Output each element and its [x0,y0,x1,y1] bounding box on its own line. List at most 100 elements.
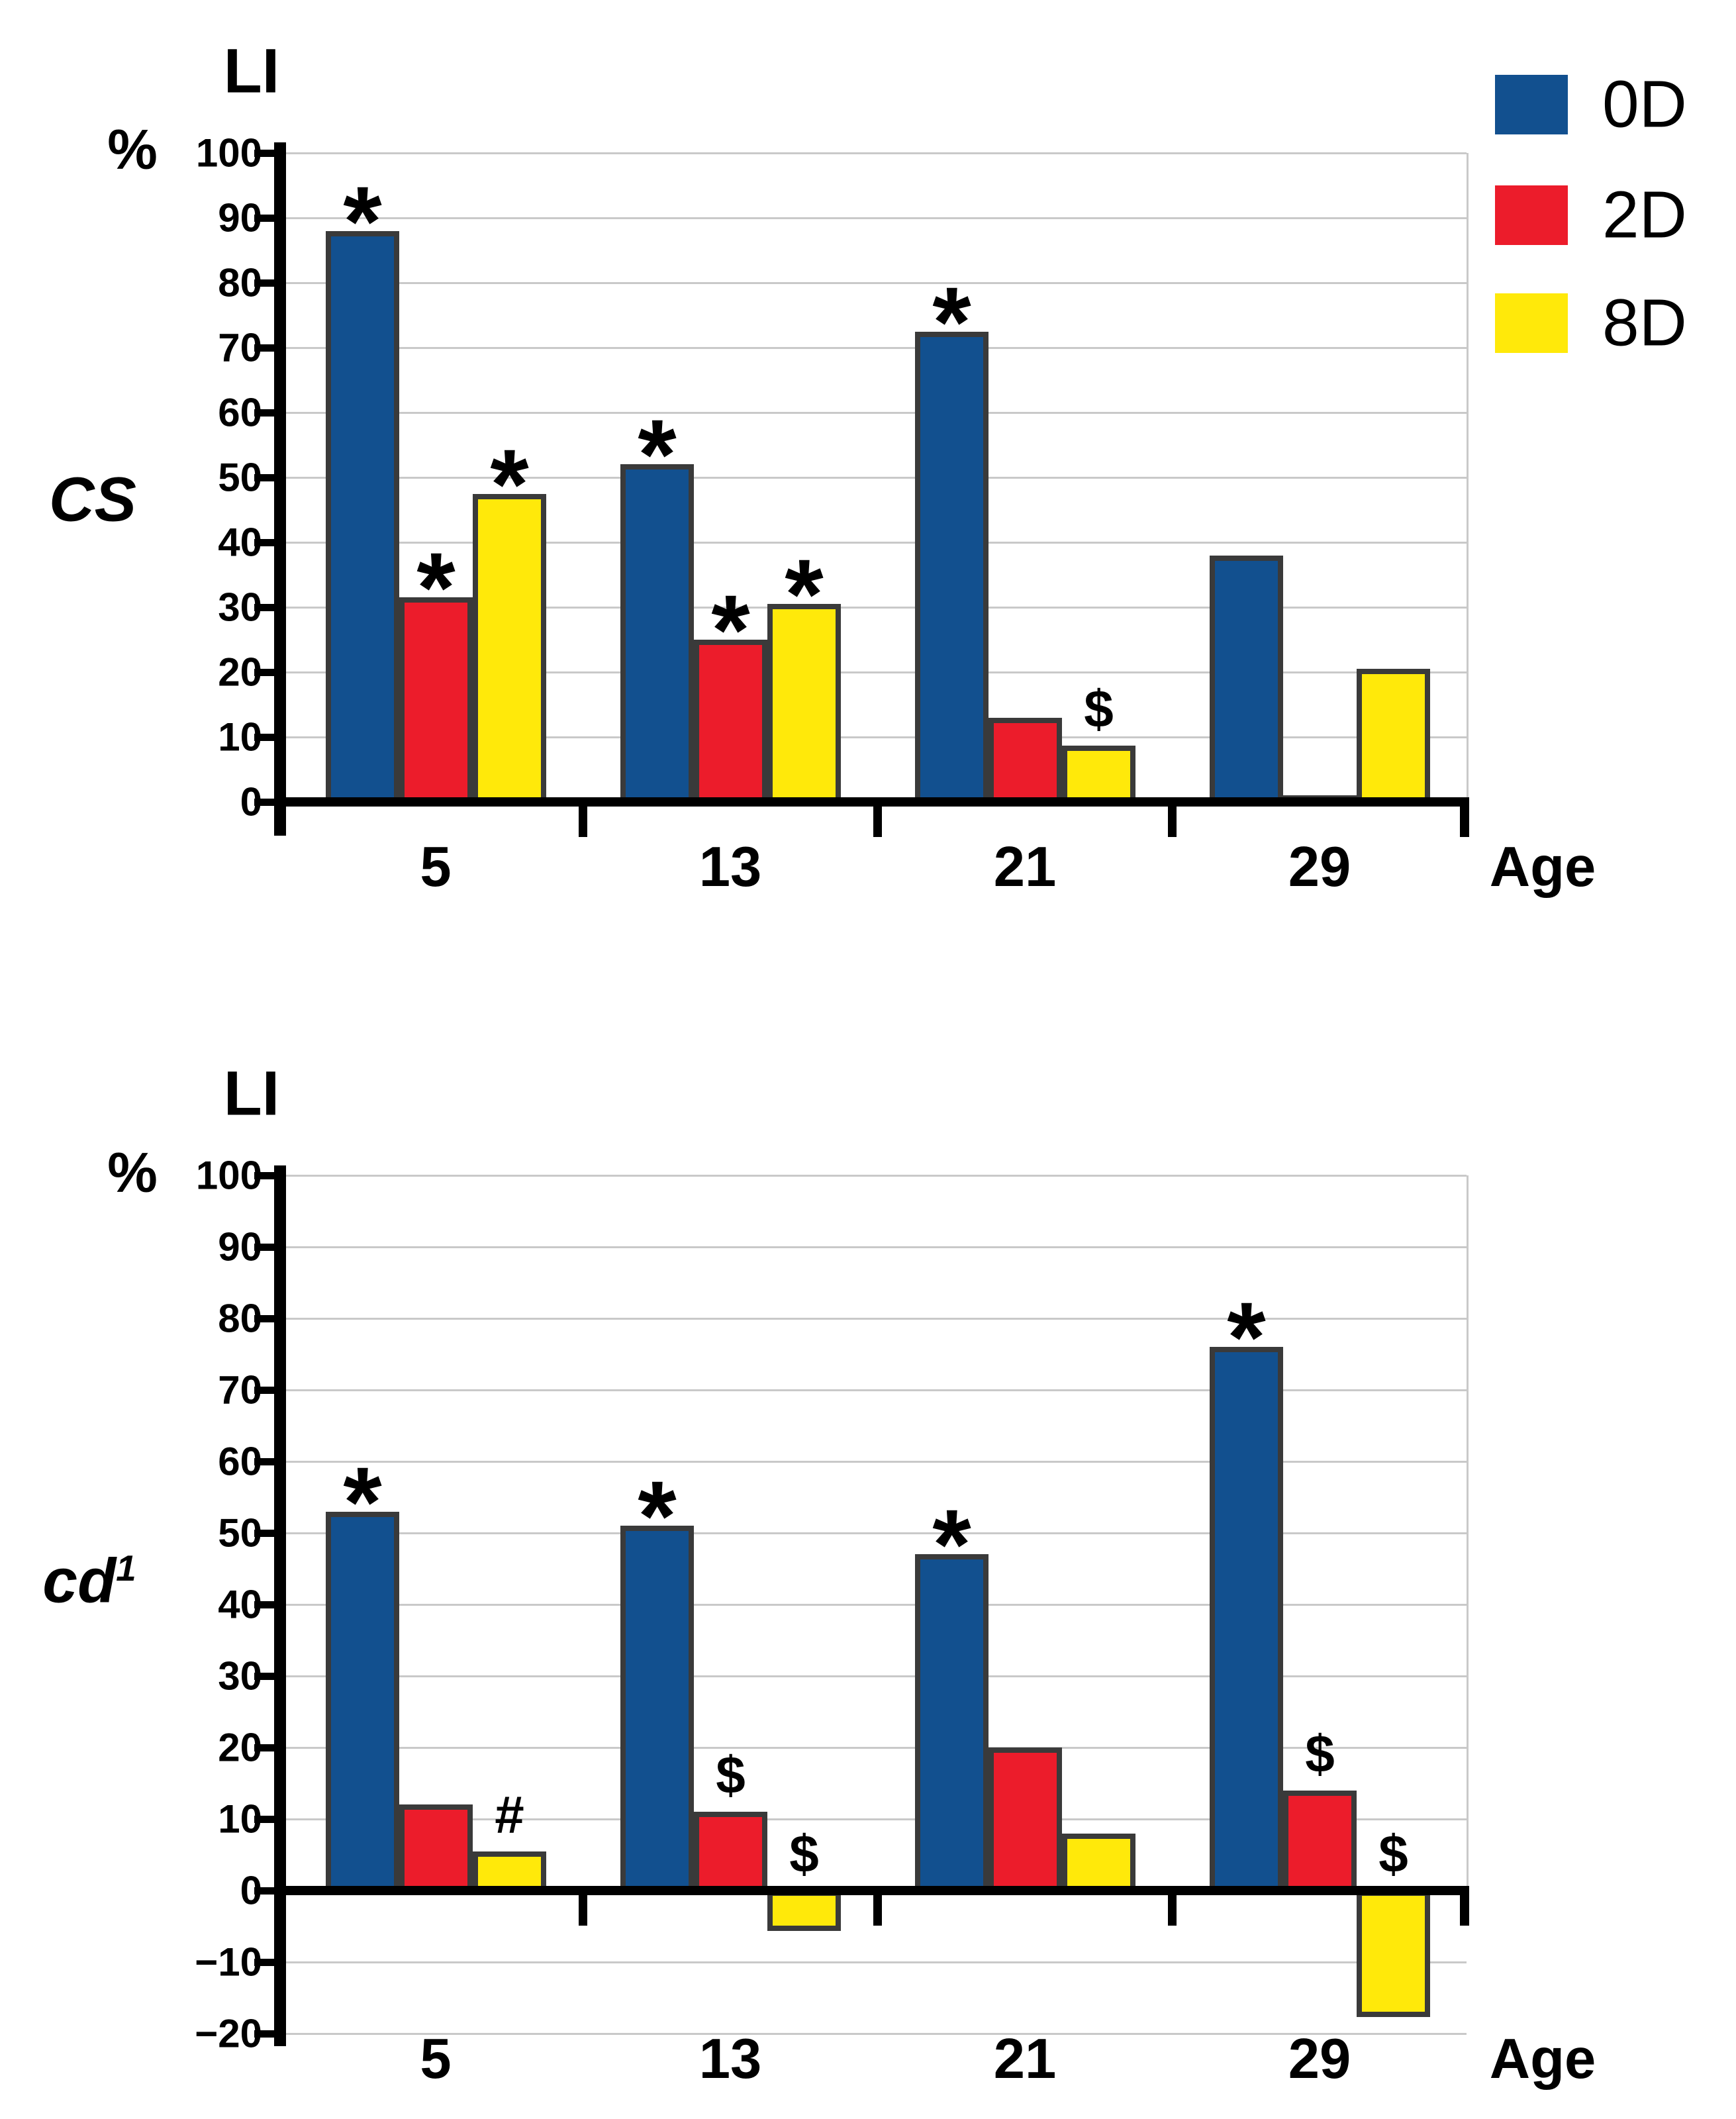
symbol-0D-age29: * [1227,1281,1266,1393]
y-tick-10 [254,734,274,741]
y-tick-label-50: 50 [218,455,262,500]
gridline-20 [286,671,1467,673]
legend-swatch-2d [1495,185,1568,245]
legend-label-8d: 8D [1602,285,1687,360]
x-category-label-29: 29 [1288,836,1351,899]
symbol-0D-age13: * [638,399,677,511]
y-tick-0 [254,1887,274,1895]
y-tick-label-30: 30 [218,1653,262,1699]
panel-label-superscript: 1 [116,1547,136,1589]
x-category-label-5: 5 [420,2028,452,2091]
y-tick-label-70: 70 [218,325,262,370]
y-tick-label-20: 20 [218,650,262,695]
gridline-90 [286,217,1467,219]
gridline-10 [286,1818,1467,1820]
x-axis-tick-2 [1168,807,1177,837]
y-tick-30 [254,604,274,611]
symbol-8D-age5: # [495,1785,524,1844]
bar-8D-age21 [1062,1833,1135,1895]
x-category-label-21: 21 [993,836,1057,899]
y-tick-10 [254,1816,274,1823]
y-axis-unit-label: % [107,1142,158,1205]
bar-0D-age5 [326,1511,399,1895]
x-axis-tick-1 [873,1895,882,1926]
bar-8D-age5 [473,493,546,807]
y-tick-label-0: 0 [240,779,262,824]
y-tick--20 [254,2030,274,2038]
gridline-70 [286,1389,1467,1391]
symbol-8D-age13: * [785,538,824,650]
y-tick-20 [254,669,274,676]
y-tick-30 [254,1673,274,1680]
panel-label-cd1: cd1 [42,1546,136,1618]
y-axis-title: LI [223,36,280,107]
gridline-100 [286,1175,1467,1177]
symbol-0D-age13: * [638,1460,677,1572]
x-category-label-29: 29 [1288,2028,1351,2091]
x-category-label-13: 13 [699,836,762,899]
legend-label-0d: 0D [1602,67,1687,142]
gridline-70 [286,347,1467,349]
x-axis-end-tick [1460,807,1469,837]
bar-2D-age21 [989,717,1062,807]
plot-right-border [1467,153,1469,802]
bar-0D-age21 [915,1554,989,1895]
y-tick-label--20: −20 [195,2011,262,2056]
gridline-40 [286,1604,1467,1606]
y-tick-80 [254,279,274,287]
y-axis-line [274,1165,286,2046]
plot-right-border [1467,1175,1469,1891]
y-tick-70 [254,1387,274,1394]
y-tick-label-100: 100 [195,1153,262,1198]
bar-0D-age13 [620,1526,694,1895]
bar-0D-age13 [620,464,694,807]
y-tick-80 [254,1315,274,1322]
legend-item-8d: 8D [1495,286,1736,360]
y-tick-label-90: 90 [218,1224,262,1269]
y-tick-40 [254,539,274,546]
x-axis-tick-1 [873,807,882,837]
x-axis-line [274,1886,1469,1895]
panel-label-cs: CS [49,464,136,536]
y-tick-label-30: 30 [218,585,262,630]
x-category-label-13: 13 [699,2028,762,2091]
bar-2D-age5 [399,1804,473,1895]
y-tick-90 [254,215,274,222]
gridline-50 [286,477,1467,479]
legend-swatch-0d [1495,75,1568,134]
x-axis-tick-0 [579,807,587,837]
y-tick-100 [254,1172,274,1179]
gridline-100 [286,152,1467,154]
x-axis-tick-0 [579,1895,587,1926]
y-tick-label--10: −10 [195,1940,262,1985]
y-tick-40 [254,1601,274,1608]
gridline-90 [286,1246,1467,1248]
symbol-0D-age21: * [932,266,971,377]
bar-0D-age29 [1210,1347,1283,1895]
y-tick-label-80: 80 [218,260,262,305]
x-category-label-21: 21 [993,2028,1057,2091]
symbol-0D-age5: * [343,1446,382,1557]
y-tick-label-60: 60 [218,1439,262,1484]
symbol-2D-age13: * [711,574,750,685]
x-axis-title: Age [1489,2028,1596,2091]
symbol-8D-age21: $ [1084,679,1114,738]
y-tick-label-20: 20 [218,1725,262,1770]
y-tick-label-90: 90 [218,195,262,240]
y-tick-label-40: 40 [218,1582,262,1627]
legend-label-2d: 2D [1602,177,1687,252]
y-axis-title: LI [223,1058,280,1129]
panel-label-text: cd [42,1546,117,1616]
y-tick-label-70: 70 [218,1367,262,1412]
y-tick-0 [254,799,274,806]
gridline-80 [286,1318,1467,1320]
y-tick-label-100: 100 [195,130,262,175]
y-tick-20 [254,1744,274,1751]
x-axis-tick-2 [1168,1895,1177,1926]
symbol-2D-age29: $ [1305,1724,1335,1783]
gridline-60 [286,1461,1467,1463]
gridline--10 [286,1961,1467,1963]
